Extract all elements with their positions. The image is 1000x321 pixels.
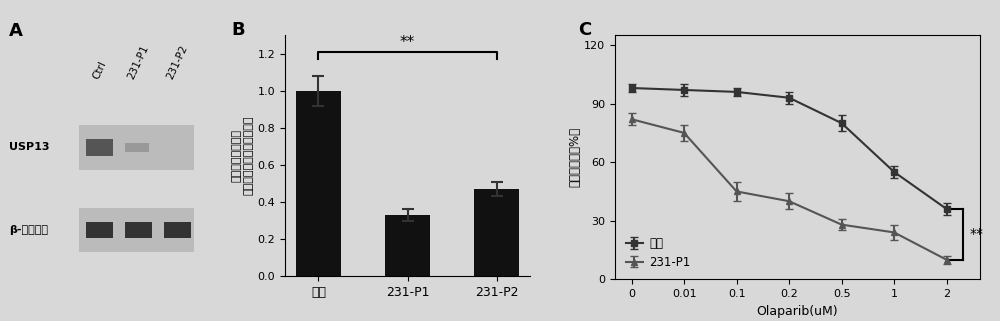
X-axis label: Olaparib(uM): Olaparib(uM) <box>757 305 838 317</box>
Bar <box>79 125 194 169</box>
Legend: 对照, 231-P1: 对照, 231-P1 <box>621 232 695 273</box>
Text: **: ** <box>400 35 415 50</box>
Bar <box>125 222 152 238</box>
Text: USP13: USP13 <box>9 143 50 152</box>
Bar <box>86 222 113 238</box>
Text: C: C <box>578 21 592 39</box>
Y-axis label: 细胞存活率（%）: 细胞存活率（%） <box>568 127 581 187</box>
Bar <box>296 91 341 276</box>
Text: **: ** <box>970 227 984 241</box>
Text: A: A <box>9 22 23 40</box>
Text: 231-P1: 231-P1 <box>126 44 150 81</box>
Text: 231-P2: 231-P2 <box>165 44 189 81</box>
Text: β-肌动蛋白: β-肌动蛋白 <box>9 225 48 235</box>
Text: B: B <box>231 21 245 39</box>
Bar <box>164 222 191 238</box>
Bar <box>86 139 113 156</box>
Bar <box>474 189 519 276</box>
Y-axis label: 同源重组修复效率
（相对于野生型的百分比）: 同源重组修复效率 （相对于野生型的百分比） <box>232 116 253 195</box>
Bar <box>125 143 149 152</box>
Bar <box>79 208 194 252</box>
Text: Ctrl: Ctrl <box>91 60 108 81</box>
Bar <box>385 215 430 276</box>
